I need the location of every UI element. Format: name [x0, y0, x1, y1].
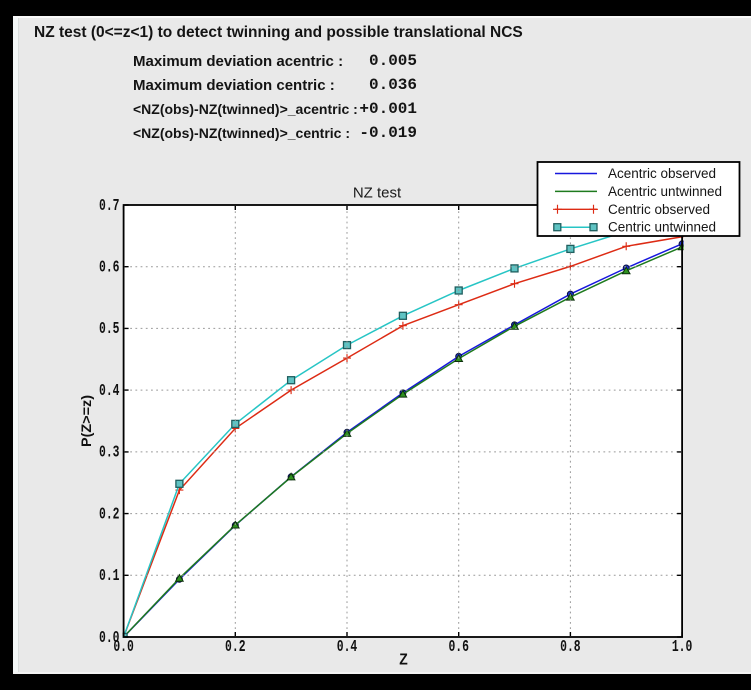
svg-text:0.4: 0.4 — [337, 638, 358, 657]
svg-text:0.2: 0.2 — [225, 638, 246, 657]
svg-text:0.7: 0.7 — [99, 197, 120, 216]
svg-text:0.4: 0.4 — [99, 382, 120, 401]
svg-text:1.0: 1.0 — [672, 638, 693, 657]
svg-text:0.6: 0.6 — [448, 638, 469, 657]
svg-text:Acentric observed: Acentric observed — [608, 166, 716, 181]
svg-text:0.2: 0.2 — [99, 505, 120, 524]
svg-text:Centric untwinned: Centric untwinned — [608, 220, 716, 235]
svg-text:0.0: 0.0 — [113, 638, 134, 657]
svg-text:0.1: 0.1 — [99, 567, 120, 586]
svg-text:0.0: 0.0 — [99, 629, 120, 648]
svg-text:Z: Z — [399, 652, 408, 669]
svg-text:NZ test: NZ test — [353, 185, 402, 202]
svg-text:0.6: 0.6 — [99, 259, 120, 278]
svg-text:0.8: 0.8 — [560, 638, 581, 657]
svg-text:0.5: 0.5 — [99, 320, 120, 339]
svg-text:0.3: 0.3 — [99, 444, 120, 463]
svg-text:P(Z>=z): P(Z>=z) — [78, 395, 94, 447]
svg-text:Acentric untwinned: Acentric untwinned — [608, 184, 722, 199]
svg-text:Centric observed: Centric observed — [608, 202, 710, 217]
